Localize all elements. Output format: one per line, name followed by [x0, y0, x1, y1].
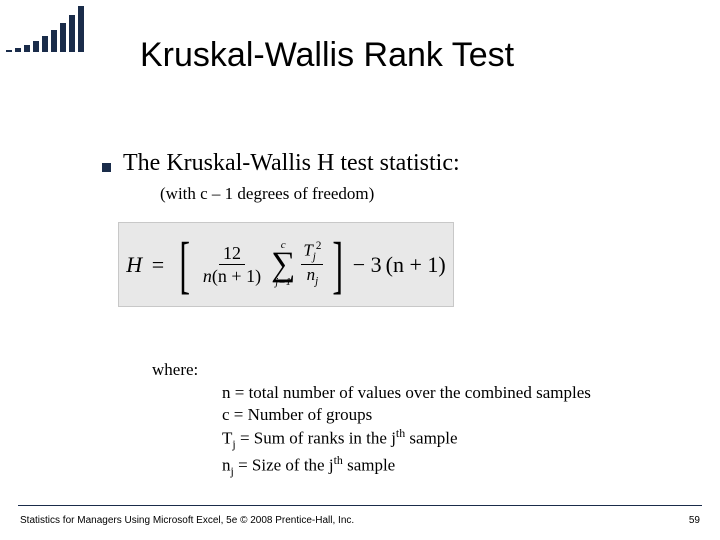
slide-title: Kruskal-Wallis Rank Test [140, 36, 514, 75]
bullet-item: The Kruskal-Wallis H test statistic: [102, 150, 460, 177]
sigma-icon: ∑ [271, 251, 295, 278]
decoration-bar [51, 30, 57, 52]
decoration-bar [6, 50, 12, 52]
tail-paren: (n + 1) [386, 252, 446, 278]
def-n: n = total number of values over the comb… [222, 382, 591, 404]
coeff-num: 12 [219, 244, 245, 265]
sum-lower: j=1 [275, 278, 291, 288]
def-nj: nj = Size of the jth sample [222, 453, 591, 480]
bullet-note: (with c – 1 degrees of freedom) [160, 184, 374, 204]
summation: c ∑ j=1 [271, 241, 295, 288]
footer-text: Statistics for Managers Using Microsoft … [20, 515, 354, 526]
coeff-fraction: 12 n(n + 1) [199, 244, 265, 285]
formula-lhs: H [126, 252, 142, 278]
definitions: n = total number of values over the comb… [222, 382, 591, 479]
bullet-marker [102, 163, 111, 172]
decoration-bar [24, 45, 30, 52]
corner-decoration [6, 6, 84, 52]
decoration-bar [33, 41, 39, 52]
tail-minus: − 3 [353, 252, 382, 278]
bullet-text: The Kruskal-Wallis H test statistic: [123, 150, 460, 177]
open-bracket-icon: [ [179, 239, 190, 290]
coeff-den: n(n + 1) [199, 265, 265, 285]
term-den: nj [305, 265, 321, 287]
decoration-bar [69, 15, 75, 52]
def-c: c = Number of groups [222, 404, 591, 426]
decoration-bar [60, 23, 66, 52]
term-fraction: Tj2 nj [301, 241, 323, 288]
footer-divider [18, 505, 702, 506]
def-Tj: Tj = Sum of ranks in the jth sample [222, 426, 591, 453]
decoration-bar [42, 36, 48, 52]
decoration-bar [15, 48, 21, 52]
term-num: Tj2 [301, 241, 323, 265]
where-label: where: [152, 360, 198, 380]
decoration-bar [78, 6, 84, 52]
page-number: 59 [689, 515, 700, 526]
formula-box: H = [ 12 n(n + 1) c ∑ j=1 Tj2 nj ] − 3 (… [118, 222, 454, 307]
close-bracket-icon: ] [333, 239, 344, 290]
equals-sign: = [146, 252, 169, 278]
formula: H = [ 12 n(n + 1) c ∑ j=1 Tj2 nj ] − 3 (… [126, 239, 445, 290]
